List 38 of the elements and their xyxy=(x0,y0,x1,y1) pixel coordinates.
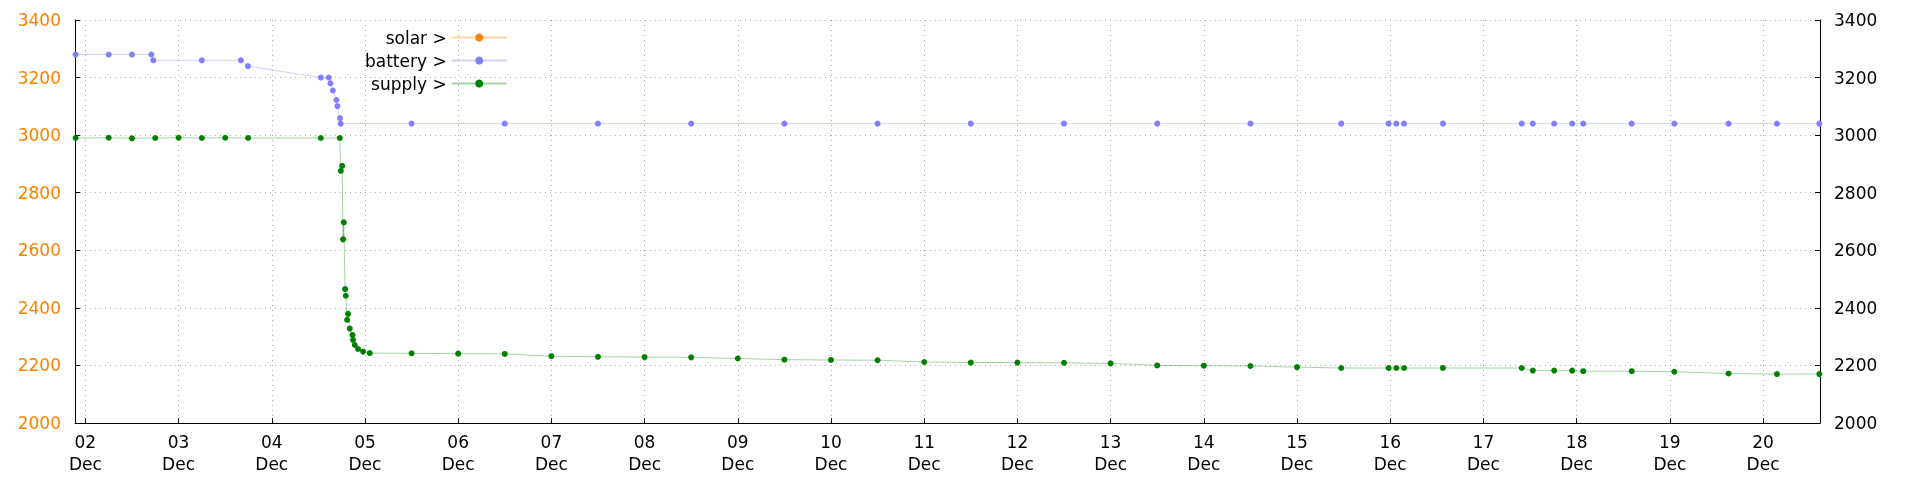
x-tick-label: 13 Dec xyxy=(1094,432,1128,474)
y-tick-label: 2200 xyxy=(17,355,61,376)
x-tick-label: 04 Dec xyxy=(255,432,289,474)
y-tick-label: 2600 xyxy=(17,240,61,261)
x-tick-label: 18 Dec xyxy=(1560,432,1594,474)
x-tick-label: 08 Dec xyxy=(628,432,662,474)
x-tick-label: 05 Dec xyxy=(348,432,382,474)
x-tick-label: 16 Dec xyxy=(1373,432,1407,474)
y-tick-label: 3400 xyxy=(17,10,61,30)
y-tick-label: 2800 xyxy=(17,182,61,203)
legend-label: battery > xyxy=(364,50,447,71)
x-tick-label: 15 Dec xyxy=(1280,432,1314,474)
legend-label: solar > xyxy=(385,27,447,48)
x-tick-label: 10 Dec xyxy=(814,432,848,474)
x-tick-label: 20 Dec xyxy=(1746,432,1780,474)
y2-tick-label: 3000 xyxy=(1834,125,1878,146)
x-tick-label: 17 Dec xyxy=(1466,432,1500,474)
y-tick-label: 2400 xyxy=(17,297,61,318)
legend-label: supply > xyxy=(371,73,447,94)
y2-tick-label: 2800 xyxy=(1834,182,1878,203)
x-tick-label: 09 Dec xyxy=(721,432,755,474)
x-tick-label: 19 Dec xyxy=(1653,432,1687,474)
y2-tick-label: 2200 xyxy=(1834,355,1878,376)
y2-tick-label: 2400 xyxy=(1834,297,1878,318)
x-tick-label: 06 Dec xyxy=(441,432,475,474)
y-tick-label: 3200 xyxy=(17,67,61,88)
x-tick-label: 12 Dec xyxy=(1000,432,1034,474)
x-tick-label: 02 Dec xyxy=(68,432,102,474)
y-tick-label: 3000 xyxy=(17,125,61,146)
x-tick-label: 11 Dec xyxy=(907,432,941,474)
y2-tick-label: 3400 xyxy=(1834,10,1878,30)
x-tick-label: 07 Dec xyxy=(534,432,568,474)
y2-tick-label: 3200 xyxy=(1834,67,1878,88)
x-tick-label: 14 Dec xyxy=(1187,432,1221,474)
x-tick-label: 03 Dec xyxy=(162,432,196,474)
y2-tick-label: 2600 xyxy=(1834,240,1878,261)
y2-tick-label: 2000 xyxy=(1834,413,1878,433)
y-tick-label: 2000 xyxy=(17,413,61,433)
